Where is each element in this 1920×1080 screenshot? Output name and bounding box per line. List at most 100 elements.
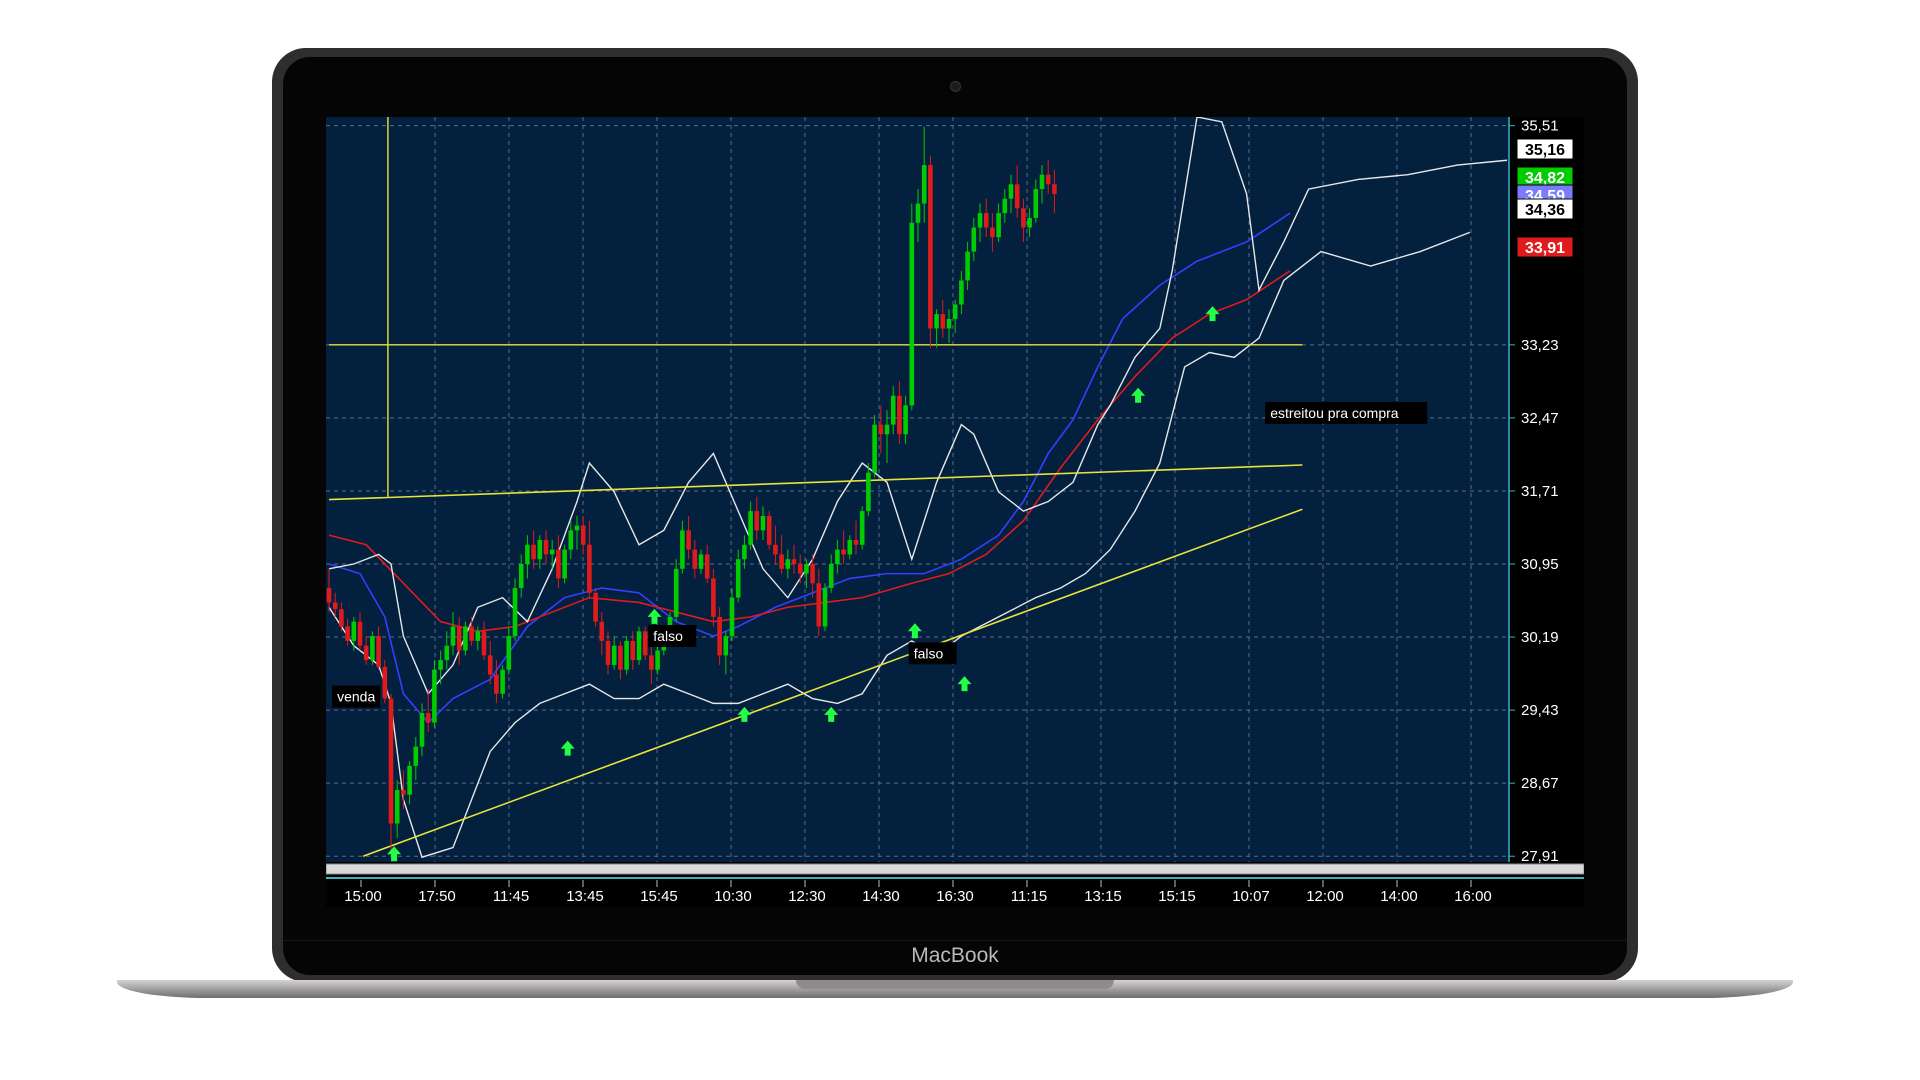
buy-arrow-icon [737,706,752,722]
candle-down [481,631,487,656]
candle-up [996,213,1001,238]
candle-down [587,544,592,593]
trend-line-upper-trend [328,464,1303,501]
candle-up [785,559,791,569]
x-tick-label: 12:30 [788,888,826,905]
price-badge-label: 34,36 [1525,202,1565,219]
candle-up [475,631,481,641]
candle-up [698,554,704,569]
price-badge-label: 35,16 [1525,142,1565,159]
candle-up [1002,198,1008,214]
candle-up [450,626,456,646]
candle-up [568,530,574,550]
y-tick-label: 30,19 [1521,629,1559,646]
candle-up [723,636,729,656]
chart-screen: venda falso falso estreitou pra compra 35,5… [325,116,1585,907]
candle-up [506,636,512,670]
y-tick-label: 28,67 [1521,775,1559,792]
x-tick-label: 10:07 [1232,888,1270,905]
annotation-box [908,642,957,665]
candle-down [469,626,474,641]
candle-up [1033,189,1039,218]
x-tick-label: 16:30 [936,888,974,905]
candle-up [760,515,766,531]
candle-down [928,165,933,329]
candle-down [363,645,369,661]
y-tick-label: 33,23 [1521,337,1559,354]
candle-down [990,227,995,238]
price-badge [1516,198,1574,220]
candle-up [518,564,524,589]
candle-up [407,765,412,795]
candle-up [351,621,357,641]
price-badge [1516,138,1574,160]
candle-down [401,789,406,795]
candle-down [556,549,561,579]
candle-up [915,203,921,223]
candle-up [921,165,927,204]
candle-up [537,539,543,560]
candle-up [655,650,660,670]
candle-up [959,280,964,305]
candle-down [580,525,586,545]
price-badge-label: 33,91 [1525,240,1565,257]
candle-up [903,405,908,435]
candle-down [853,539,859,545]
candle-down [494,674,499,694]
y-tick-label: 35,51 [1521,118,1559,135]
buy-arrow-icon [907,623,922,639]
y-tick-label: 29,43 [1521,702,1559,719]
candle-down [630,640,636,661]
candle-down [382,666,388,699]
candle-up [512,588,518,637]
candle-up [438,660,443,670]
annotation-text: falso [914,645,944,661]
candle-up [463,626,468,651]
series-line-bb-lower [328,231,1471,859]
candle-up [636,631,642,661]
candle-up [419,713,425,747]
candle-up [525,544,530,564]
laptop-hinge-notch [796,980,1114,989]
y-axis: 35,51 33,23 32,47 31,71 30,95 30,19 29,43 28,67… [1509,118,1559,865]
bezel-divider [283,940,1627,941]
buy-arrow-icon [647,608,662,624]
candle-down [797,564,803,574]
annotation: falso [648,625,697,648]
candles [326,126,1057,853]
candle-down [686,530,691,550]
candle-down [940,314,946,329]
y-tick-label: 30,95 [1521,556,1559,573]
candle-down [593,592,598,622]
x-tick-label: 13:15 [1084,888,1122,905]
x-tick-label: 10:30 [714,888,752,905]
candle-down [345,626,350,641]
candle-up [859,511,865,545]
annotation-text: estreitou pra compra [1270,405,1399,421]
candle-up [500,669,505,694]
annotation: falso [908,642,957,665]
candle-up [872,424,877,473]
candle-down [810,564,815,584]
candle-down [1014,184,1020,209]
price-badge [1516,236,1574,258]
candle-up [574,525,580,531]
candle-down [339,609,344,627]
x-axis: 15:00 17:50 11:45 13:45 15:45 10:30 12:30 14:30… [344,880,1492,905]
annotation-text: venda [337,689,375,705]
annotation-box [332,685,381,708]
candle-down [642,631,648,656]
trend-line-support-trend [362,508,1303,857]
candle-down [649,655,654,670]
buy-markers [387,306,1220,862]
candle-up [909,222,915,406]
x-tick-label: 12:00 [1306,888,1344,905]
x-tick-label: 15:00 [344,888,382,905]
candle-up [729,597,735,637]
time-scrollbar[interactable] [325,863,1585,875]
candle-down [599,621,605,641]
candle-down [779,554,784,569]
candle-up [822,588,828,627]
candle-up [946,318,952,329]
